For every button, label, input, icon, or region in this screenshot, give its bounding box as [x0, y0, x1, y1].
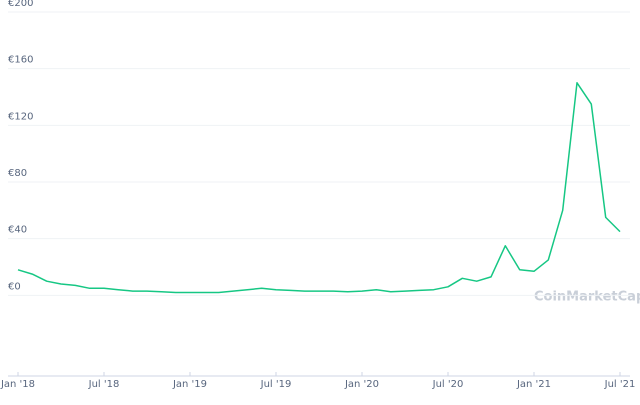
y-tick-label: €0 [8, 281, 21, 292]
x-tick-label: Jan '21 [516, 379, 551, 390]
x-tick-label: Jul '18 [88, 379, 120, 390]
watermark: CoinMarketCap [534, 290, 640, 305]
x-tick-label: Jul '21 [604, 379, 636, 390]
x-tick-label: Jan '20 [344, 379, 379, 390]
x-tick-label: Jan '18 [0, 379, 35, 390]
x-tick-label: Jul '20 [432, 379, 464, 390]
x-tick-label: Jul '19 [260, 379, 292, 390]
y-tick-label: €120 [8, 111, 33, 122]
y-tick-label: €40 [8, 225, 27, 236]
y-tick-label: €80 [8, 168, 27, 179]
price-line [17, 82, 621, 294]
y-tick-label: €200 [8, 0, 33, 9]
x-tick-label: Jan '19 [172, 379, 207, 390]
y-tick-label: €160 [8, 55, 33, 66]
